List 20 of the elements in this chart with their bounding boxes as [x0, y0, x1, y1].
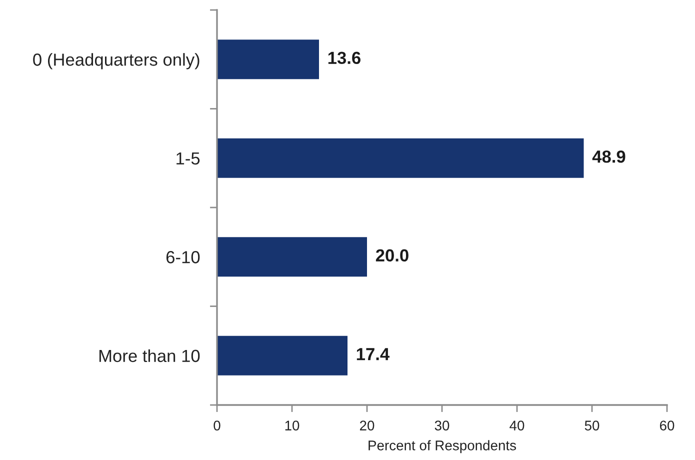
data-label: 13.6: [328, 52, 360, 64]
x-tick-label: 50: [584, 420, 600, 430]
y-tick-label: More than 10: [99, 349, 200, 362]
x-tick-label: 20: [360, 420, 374, 430]
data-label: 48.9: [592, 150, 626, 163]
x-tick-label: 40: [510, 420, 524, 430]
x-axis-title: Percent of Respondents: [368, 440, 516, 454]
x-tick-label: 10: [285, 420, 300, 430]
bar: [217, 336, 348, 376]
y-tick-label: 0 (Headquarters only): [33, 53, 200, 70]
x-tick-label: 0: [214, 420, 220, 430]
y-tick-label: 1-5: [176, 152, 200, 165]
y-tick-label: 6-10: [166, 251, 200, 264]
bar: [217, 237, 367, 277]
bar: [217, 40, 319, 80]
data-label: 17.4: [356, 348, 390, 360]
bar: [217, 138, 584, 178]
x-tick-label: 30: [434, 420, 450, 430]
x-tick-label: 60: [660, 420, 674, 430]
data-label: 20.0: [376, 249, 408, 262]
